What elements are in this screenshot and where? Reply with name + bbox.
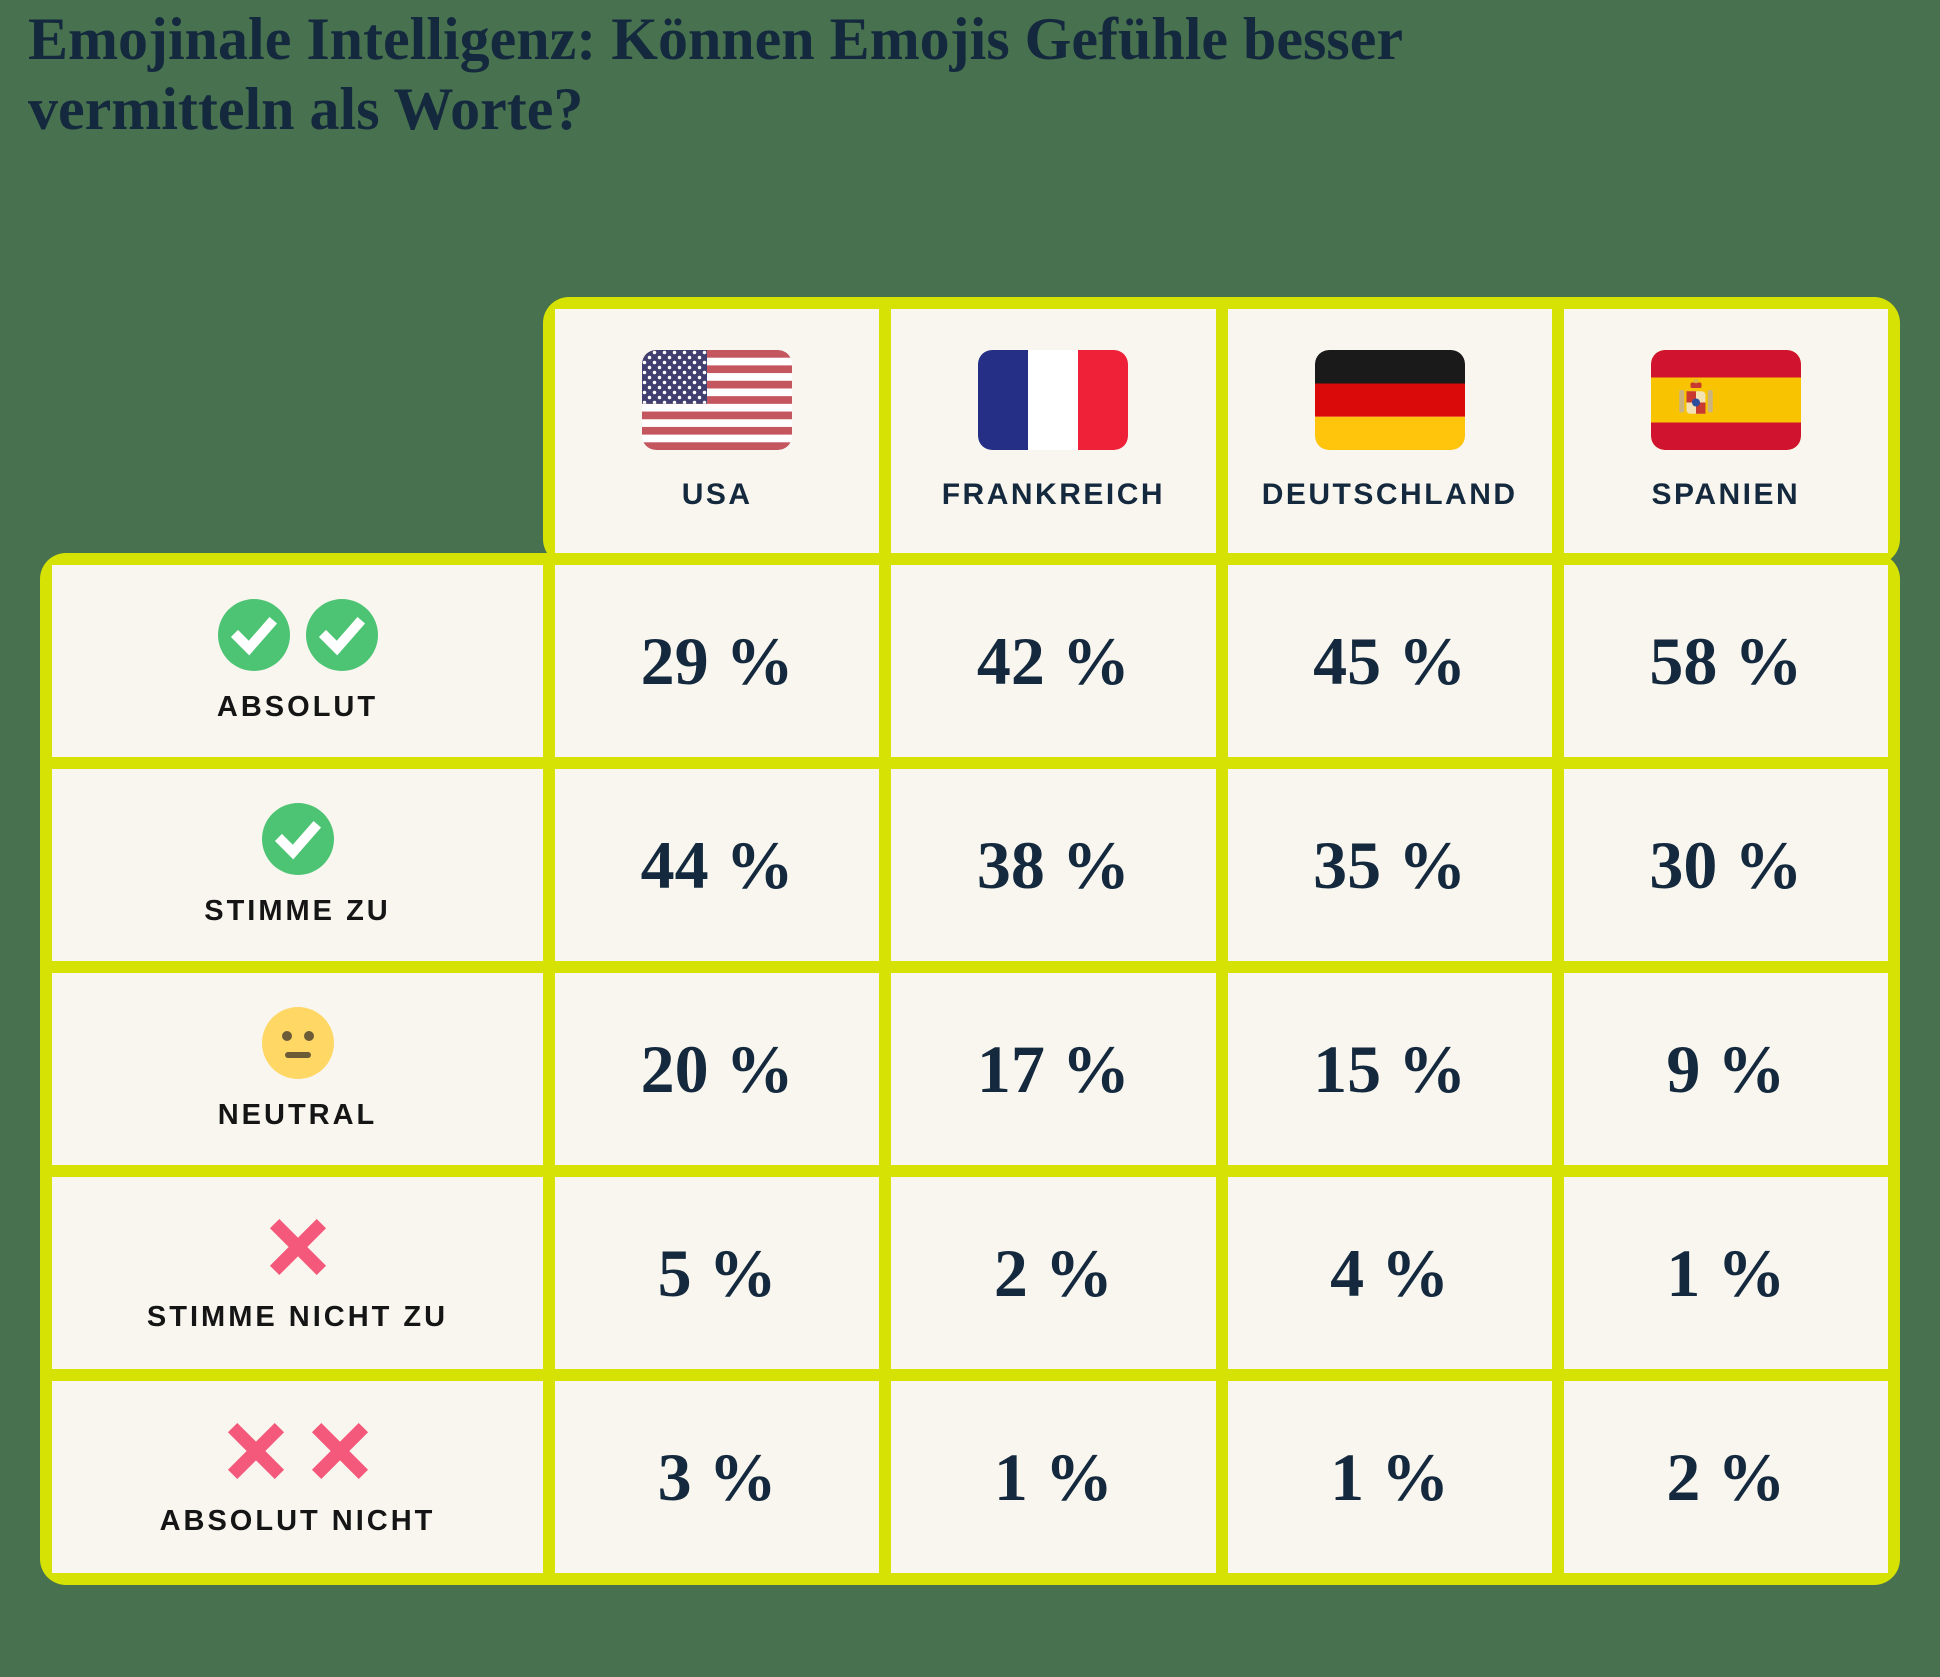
check-circle-icon xyxy=(261,802,334,875)
row-label-stimme-zu: STIMME ZU xyxy=(52,769,543,961)
row-label-stimme-nicht-zu: STIMME NICHT ZU xyxy=(52,1177,543,1369)
value-text: 45 % xyxy=(1313,622,1467,699)
neutral-face-icon xyxy=(261,1006,334,1079)
value-cell: 1 % xyxy=(891,1381,1216,1573)
row-label-neutral: NEUTRAL xyxy=(52,973,543,1165)
value-cell: 44 % xyxy=(555,769,880,961)
value-text: 3 % xyxy=(657,1438,777,1515)
value-text: 15 % xyxy=(1313,1030,1467,1107)
check-circle-icon xyxy=(305,598,378,671)
value-text: 1 % xyxy=(1666,1234,1786,1311)
value-text: 30 % xyxy=(1649,826,1803,903)
value-cell: 5 % xyxy=(555,1177,880,1369)
value-text: 9 % xyxy=(1666,1030,1786,1107)
country-header-frankreich: FRANKREICH xyxy=(891,309,1216,553)
value-cell: 2 % xyxy=(1563,1381,1888,1573)
value-text: 5 % xyxy=(657,1234,777,1311)
icon-row xyxy=(217,598,378,671)
country-header-spanien: SPANIEN xyxy=(1563,309,1888,553)
france-flag-icon xyxy=(978,350,1129,450)
country-label-frankreich: FRANKREICH xyxy=(941,478,1166,511)
cross-icon xyxy=(269,1218,326,1275)
value-text: 29 % xyxy=(640,622,794,699)
value-cell: 1 % xyxy=(1563,1177,1888,1369)
page-title: Emojinale Intelligenz: Können Emojis Gef… xyxy=(28,6,1402,143)
row-label-text: STIMME NICHT ZU xyxy=(146,1300,449,1333)
value-cell: 42 % xyxy=(891,565,1216,757)
value-cell: 1 % xyxy=(1227,1381,1552,1573)
value-text: 1 % xyxy=(1330,1438,1450,1515)
value-cell: 4 % xyxy=(1227,1177,1552,1369)
row-label-text: NEUTRAL xyxy=(217,1098,378,1131)
value-text: 35 % xyxy=(1313,826,1467,903)
value-text: 20 % xyxy=(640,1030,794,1107)
country-header-table: USA FRANKREICH DEU xyxy=(543,297,1900,565)
value-cell: 20 % xyxy=(555,973,880,1165)
value-cell: 3 % xyxy=(555,1381,880,1573)
country-label-spanien: SPANIEN xyxy=(1651,478,1801,511)
value-cell: 30 % xyxy=(1563,769,1888,961)
value-text: 2 % xyxy=(993,1234,1113,1311)
value-cell: 29 % xyxy=(555,565,880,757)
value-text: 17 % xyxy=(976,1030,1130,1107)
row-label-absolut-nicht: ABSOLUT NICHT xyxy=(52,1381,543,1573)
cross-icon xyxy=(311,1422,368,1479)
country-header-deutschland: DEUTSCHLAND xyxy=(1227,309,1552,553)
value-text: 38 % xyxy=(976,826,1130,903)
value-cell: 9 % xyxy=(1563,973,1888,1165)
value-text: 58 % xyxy=(1649,622,1803,699)
value-text: 42 % xyxy=(976,622,1130,699)
icon-row xyxy=(222,1417,374,1485)
value-text: 2 % xyxy=(1666,1438,1786,1515)
results-table: ABSOLUT 29 % 42 % 45 % 58 % STIMME ZU 44… xyxy=(40,553,1900,1585)
check-circle-icon xyxy=(217,598,290,671)
value-text: 4 % xyxy=(1330,1234,1450,1311)
value-cell: 2 % xyxy=(891,1177,1216,1369)
value-cell: 58 % xyxy=(1563,565,1888,757)
value-cell: 15 % xyxy=(1227,973,1552,1165)
spain-flag-icon xyxy=(1650,350,1801,450)
country-header-usa: USA xyxy=(555,309,880,553)
country-label-usa: USA xyxy=(681,478,753,511)
value-cell: 38 % xyxy=(891,769,1216,961)
row-label-absolut: ABSOLUT xyxy=(52,565,543,757)
value-text: 44 % xyxy=(640,826,794,903)
row-label-text: ABSOLUT NICHT xyxy=(159,1504,436,1537)
cross-icon xyxy=(227,1422,284,1479)
value-cell: 17 % xyxy=(891,973,1216,1165)
country-label-deutschland: DEUTSCHLAND xyxy=(1261,478,1518,511)
value-text: 1 % xyxy=(993,1438,1113,1515)
row-label-text: ABSOLUT xyxy=(216,690,379,723)
icon-row xyxy=(264,1213,332,1281)
usa-flag-icon xyxy=(642,350,793,450)
value-cell: 35 % xyxy=(1227,769,1552,961)
value-cell: 45 % xyxy=(1227,565,1552,757)
icon-row xyxy=(261,802,334,875)
row-label-text: STIMME ZU xyxy=(204,894,391,927)
germany-flag-icon xyxy=(1314,350,1465,450)
icon-row xyxy=(261,1006,334,1079)
